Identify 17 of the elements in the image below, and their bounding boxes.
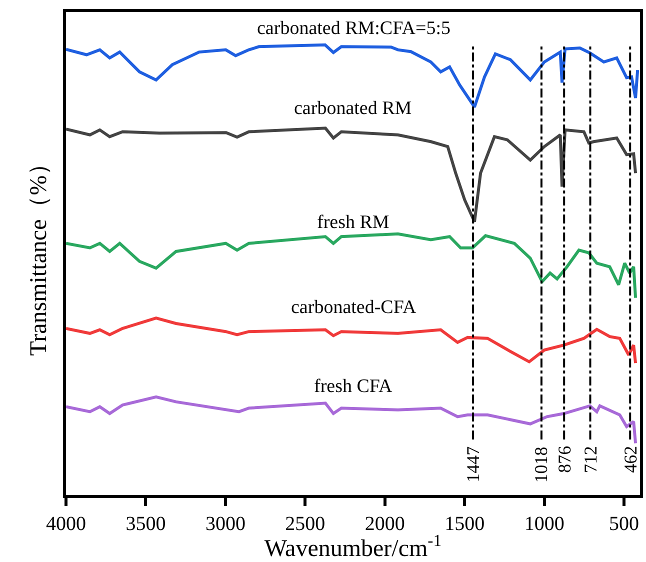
ref-line-label: 1447 [462,446,483,482]
series-label: fresh CFA [314,376,393,397]
series-label: carbonated RM [294,98,412,119]
x-tick-label: 3000 [205,513,246,535]
x-tick-label: 1000 [524,513,564,535]
series-label: carbonated-CFA [291,297,416,318]
x-tick-label: 4000 [46,513,86,535]
y-axis-title: Transmittance（%） [26,151,52,356]
ref-line-label: 712 [580,446,600,474]
series-label: carbonated RM:CFA=5:5 [257,18,450,39]
x-tick-label: 500 [609,513,640,535]
x-tick-label: 3500 [126,513,166,535]
ref-line-label: 1018 [531,446,552,483]
series-label: fresh RM [317,212,390,233]
ref-line-label: 876 [554,446,574,473]
x-tick-label: 1500 [444,513,485,535]
ref-line-label: 462 [620,446,640,473]
